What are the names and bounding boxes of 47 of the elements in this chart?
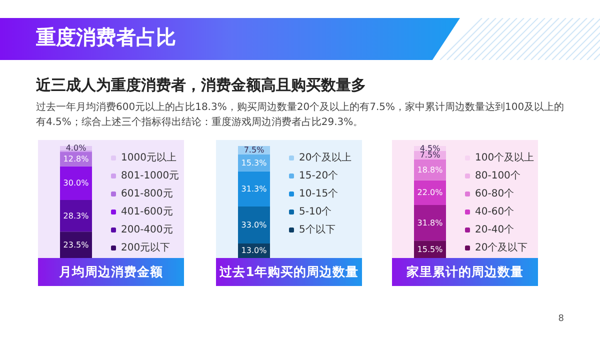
bar (60, 232, 92, 258)
legend-label: 801-1000元 (121, 170, 180, 182)
legend-label: 20个及以上 (299, 152, 352, 164)
data-label: 7.5% (420, 150, 441, 160)
data-label: 31.3% (241, 184, 268, 194)
legend-label: 40-60个 (475, 206, 514, 218)
bar (414, 205, 446, 241)
bar (238, 206, 270, 244)
text: 近三成人为重度消费者，消费金额高且购买数量多 (36, 76, 366, 95)
legend-label: 200元以下 (121, 242, 170, 254)
data-label: 4.5% (420, 144, 441, 153)
data-label: 15.3% (241, 158, 268, 168)
legend-label: 601-800元 (121, 188, 173, 200)
data-label: 23.5% (63, 240, 90, 250)
data-label: 15.5% (417, 244, 444, 254)
data-label: 13.0% (241, 246, 268, 256)
legend-label: 60-80个 (475, 188, 514, 200)
data-label: 7.5% (244, 146, 265, 155)
legend-label: 5-10个 (299, 206, 332, 218)
data-label: 31.8% (417, 218, 444, 228)
legend-label: 80-100个 (475, 170, 520, 182)
bar (414, 180, 446, 206)
data-label: 22.0% (417, 188, 444, 198)
legend-label: 200-400元 (121, 224, 173, 236)
text: 8 (558, 314, 564, 324)
legend-label: 401-600元 (121, 206, 173, 218)
data-label: 4.0% (66, 144, 87, 153)
legend-label: 10-15个 (299, 188, 338, 200)
data-label: 12.8% (63, 154, 90, 164)
legend-label: 5个以下 (299, 224, 336, 236)
bar (238, 171, 270, 206)
bar (60, 166, 92, 200)
bar (60, 200, 92, 232)
data-label: 30.0% (63, 178, 90, 188)
x-axis-title: 家里累计的周边数量 (392, 258, 538, 286)
legend-label: 20个及以下 (475, 242, 528, 254)
legend-label: 20-40个 (475, 224, 514, 236)
data-label: 33.0% (241, 220, 268, 230)
data-label: 28.3% (63, 211, 90, 220)
text: 重度消费者占比 (36, 24, 176, 51)
data-label: 18.8% (417, 165, 444, 174)
x-axis-title: 月均周边消费金额 (38, 258, 184, 286)
legend-label: 15-20个 (299, 170, 338, 182)
legend-label: 100个及以上 (475, 152, 534, 164)
text: 过去一年月均消费600元以上的占比18.3%，购买周边数量20个及以上的有7.5%，家中累计周边数量达到100及以上的有4.5%；综合上述三个指标得出结论：重度游戏周边消费者占比29.3%。 (36, 100, 566, 130)
legend-label: 1000元以上 (121, 152, 176, 164)
x-axis-title: 过去1年购买的周边数量 (216, 258, 362, 286)
